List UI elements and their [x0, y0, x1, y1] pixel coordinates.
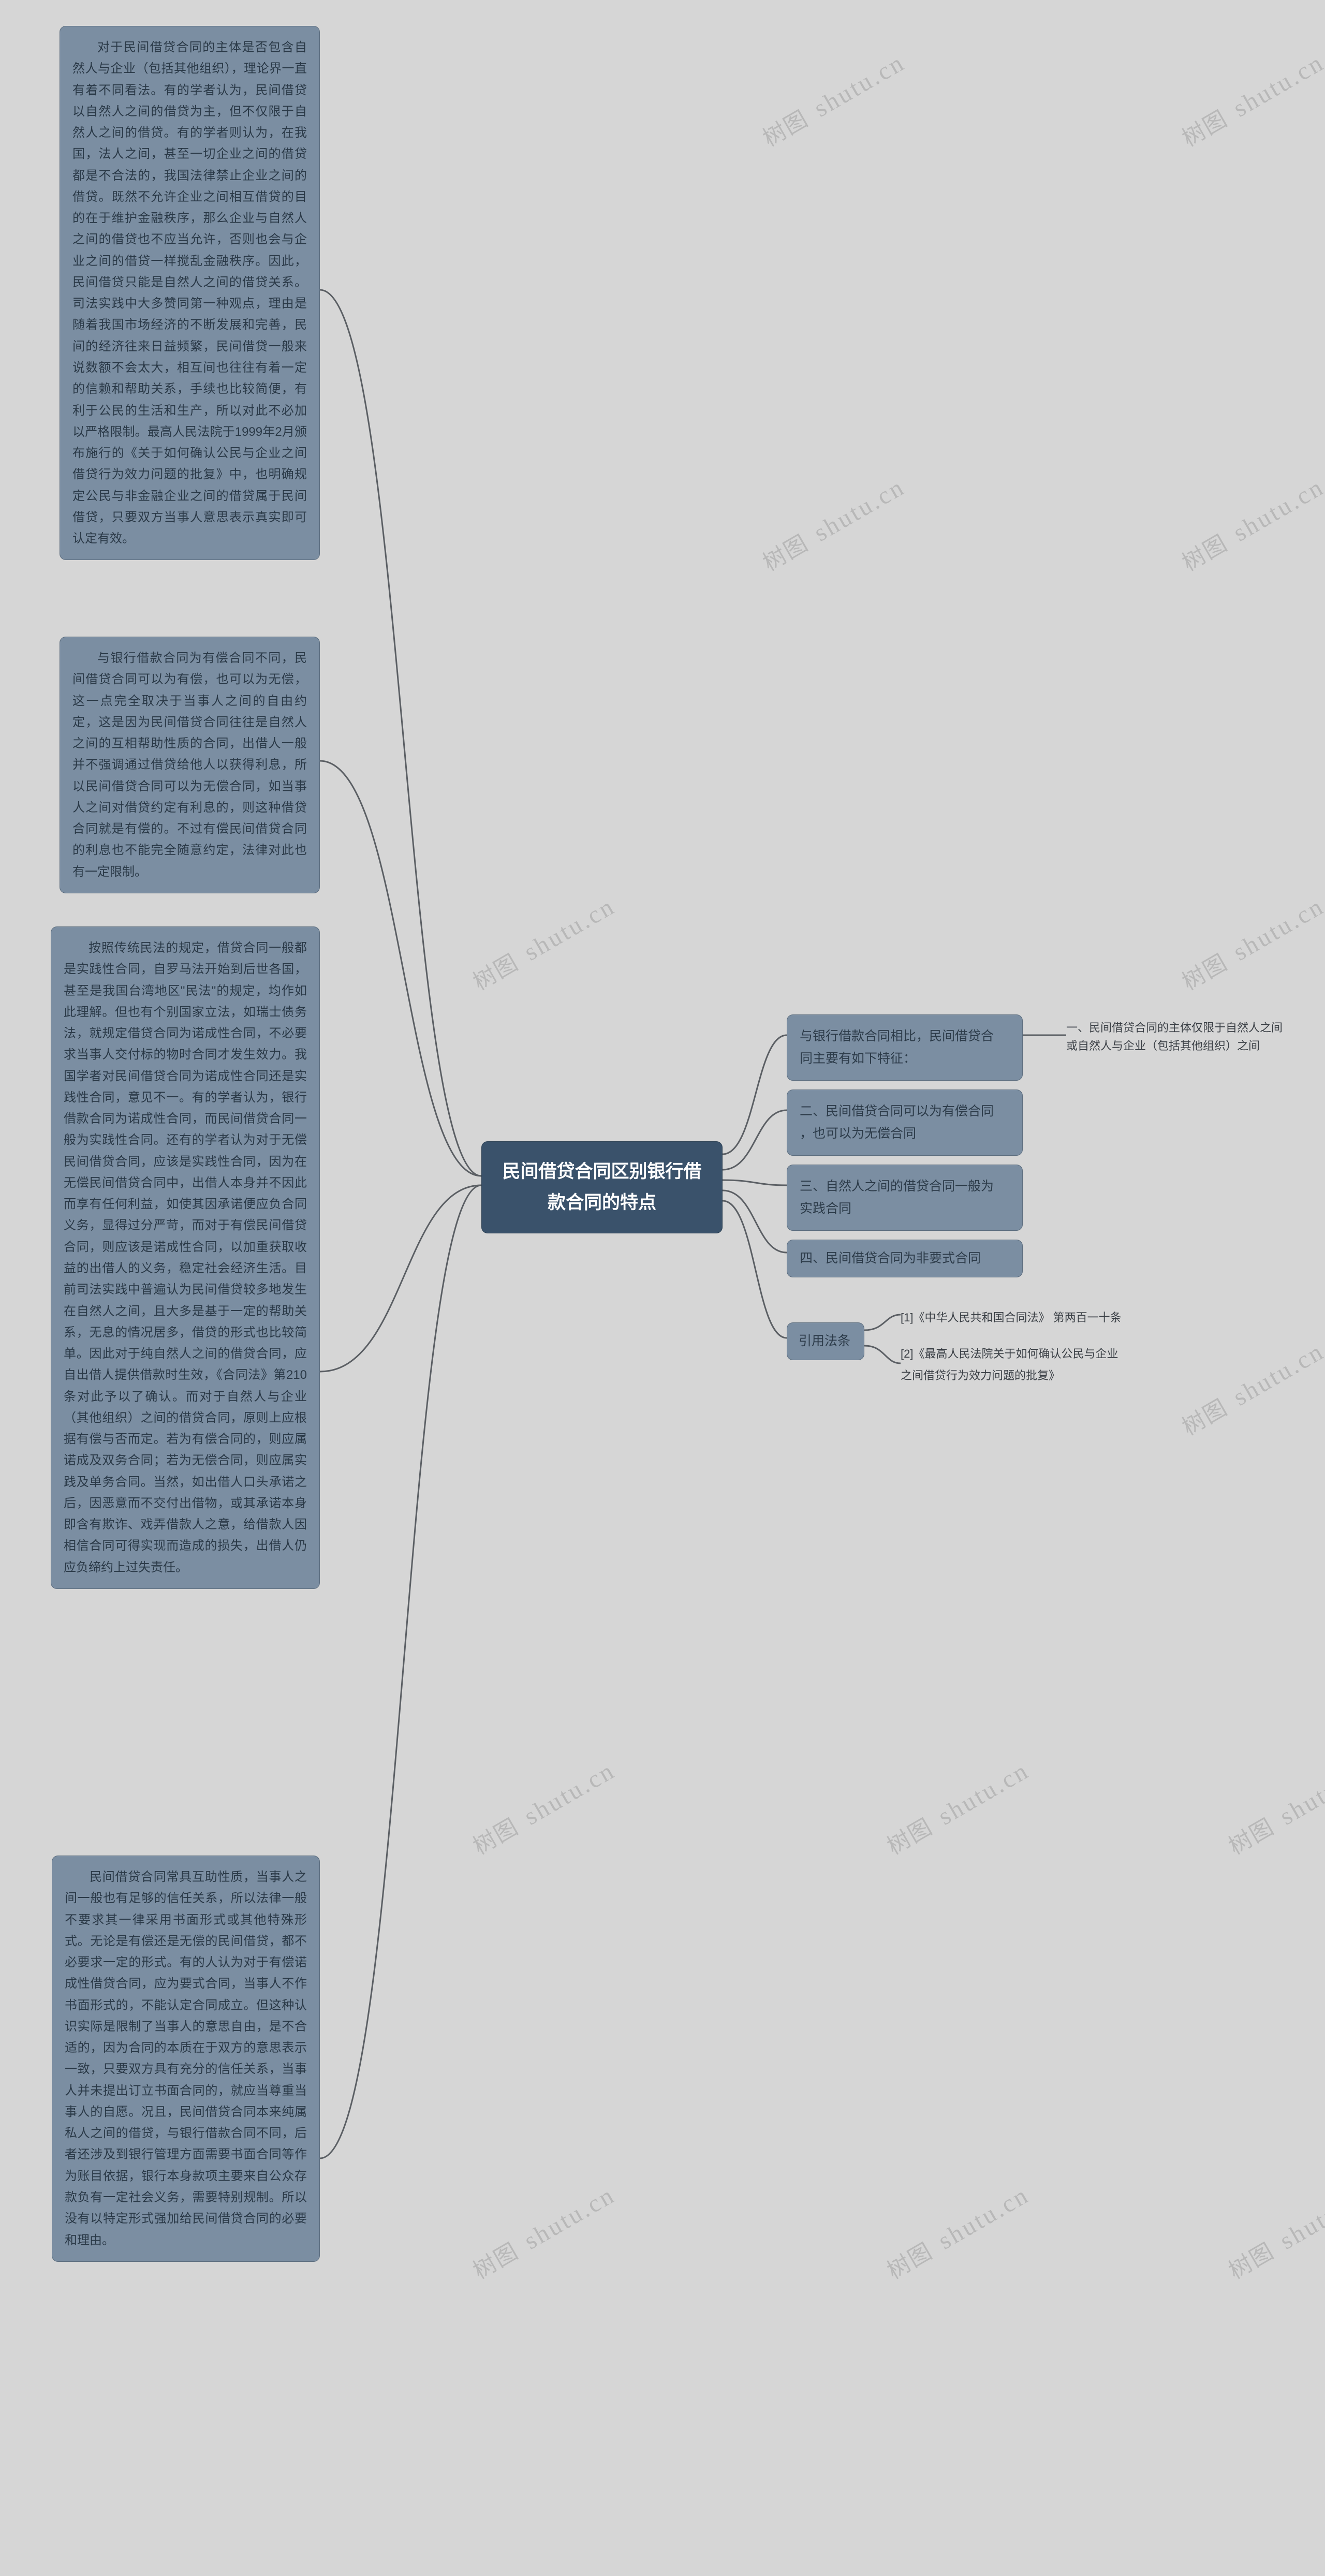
right-node-cite: 引用法条 — [787, 1322, 864, 1360]
wm-sub: shutu.cn — [1229, 1337, 1325, 1411]
wm-sub: shutu.cn — [1229, 49, 1325, 123]
citation-group: [1]《中华人民共和国合同法》 第两百一十条 [2]《最高人民法院关于如何确认公… — [901, 1307, 1122, 1386]
wm-sub: shutu.cn — [809, 473, 910, 547]
wm-sub: shutu.cn — [520, 2181, 620, 2255]
wm-sub: shutu.cn — [809, 49, 910, 123]
wm-sub: shutu.cn — [1229, 473, 1325, 547]
wm-sub: shutu.cn — [520, 1757, 620, 1831]
watermark: 树图 shutu.cn — [1175, 469, 1325, 577]
watermark: 树图 shutu.cn — [1175, 45, 1325, 153]
watermark: 树图 shutu.cn — [880, 2177, 1035, 2285]
left-node-4: 民间借贷合同常具互助性质，当事人之间一般也有足够的信任关系，所以法律一般不要求其… — [52, 1856, 320, 2262]
wm-main: 树图 — [1178, 530, 1232, 576]
wm-main: 树图 — [1225, 2238, 1278, 2284]
left-node-1: 对于民间借贷合同的主体是否包含自然人与企业（包括其他组织），理论界一直有着不同看… — [60, 26, 320, 560]
watermark: 树图 shutu.cn — [756, 469, 910, 577]
right-node-2: 二、民间借贷合同可以为有偿合同，也可以为无偿合同 — [787, 1090, 1023, 1156]
root-line2: 款合同的特点 — [548, 1193, 656, 1213]
watermark: 树图 shutu.cn — [1175, 1333, 1325, 1441]
watermark: 树图 shutu.cn — [1221, 2177, 1325, 2285]
wm-main: 树图 — [469, 2238, 523, 2284]
right-node-4: 四、民间借贷合同为非要式合同 — [787, 1240, 1023, 1277]
wm-main: 树图 — [469, 949, 523, 995]
watermark: 树图 shutu.cn — [1175, 888, 1325, 996]
wm-main: 树图 — [1225, 1814, 1278, 1859]
wm-main: 树图 — [1178, 949, 1232, 995]
watermark: 树图 shutu.cn — [756, 45, 910, 153]
wm-main: 树图 — [883, 2238, 937, 2284]
wm-sub: shutu.cn — [1275, 1757, 1325, 1831]
wm-sub: shutu.cn — [1229, 892, 1325, 966]
wm-sub: shutu.cn — [520, 892, 620, 966]
right-node-1: 与银行借款合同相比，民间借贷合同主要有如下特征： — [787, 1014, 1023, 1081]
wm-sub: shutu.cn — [934, 1757, 1034, 1831]
wm-main: 树图 — [469, 1814, 523, 1859]
watermark: 树图 shutu.cn — [466, 888, 621, 996]
root-line1: 民间借贷合同区别银行借 — [502, 1161, 701, 1182]
citation-1: [1]《中华人民共和国合同法》 第两百一十条 — [901, 1307, 1122, 1329]
wm-sub: shutu.cn — [934, 2181, 1034, 2255]
citation-2: [2]《最高人民法院关于如何确认公民与企业之间借贷行为效力问题的批复》 — [901, 1343, 1122, 1387]
wm-main: 树图 — [1178, 1394, 1232, 1440]
watermark: 树图 shutu.cn — [466, 1753, 621, 1861]
wm-sub: shutu.cn — [1275, 2181, 1325, 2255]
left-node-2: 与银行借款合同为有偿合同不同，民间借贷合同可以为有偿，也可以为无偿，这一点完全取… — [60, 637, 320, 893]
root-node: 民间借贷合同区别银行借 款合同的特点 — [481, 1141, 723, 1233]
wm-main: 树图 — [759, 106, 813, 151]
wm-main: 树图 — [1178, 106, 1232, 151]
right-node-1-leaf: 一、民间借贷合同的主体仅限于自然人之间或自然人与企业（包括其他组织）之间 — [1066, 1019, 1283, 1055]
wm-main: 树图 — [759, 530, 813, 576]
watermark: 树图 shutu.cn — [1221, 1753, 1325, 1861]
watermark: 树图 shutu.cn — [466, 2177, 621, 2285]
right-node-3: 三、自然人之间的借贷合同一般为实践合同 — [787, 1165, 1023, 1231]
wm-main: 树图 — [883, 1814, 937, 1859]
left-node-3: 按照传统民法的规定，借贷合同一般都是实践性合同，自罗马法开始到后世各国，甚至是我… — [51, 926, 320, 1589]
watermark: 树图 shutu.cn — [880, 1753, 1035, 1861]
